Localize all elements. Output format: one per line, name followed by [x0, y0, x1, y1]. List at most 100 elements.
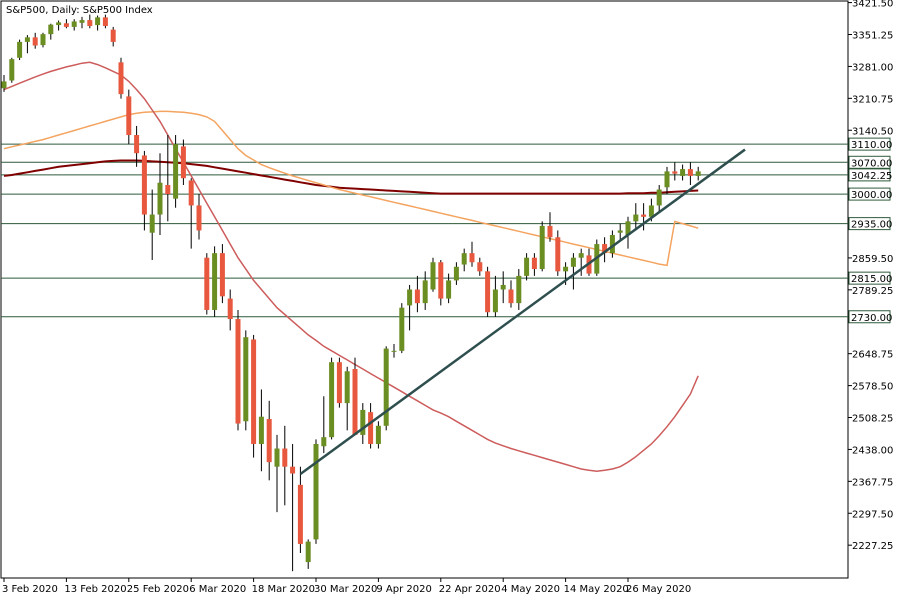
candle-body-up	[9, 59, 15, 81]
candle	[180, 139, 186, 186]
candle	[63, 19, 69, 29]
candle-body-down	[118, 62, 124, 95]
ma-mid-line	[3, 110, 699, 267]
candle	[126, 89, 132, 145]
candle	[71, 19, 77, 31]
candle-body-up	[422, 280, 428, 304]
candle-body-down	[134, 135, 140, 154]
level-label-box	[848, 310, 891, 324]
candle	[235, 309, 241, 431]
candle	[508, 280, 514, 308]
candle	[617, 223, 623, 240]
candle	[485, 266, 491, 317]
candle-body-down	[219, 253, 225, 297]
candle-body-down	[165, 185, 171, 195]
candle-body-up	[17, 41, 23, 58]
candle-body-up	[149, 214, 155, 233]
y-tick-label: 3351.25	[852, 31, 893, 42]
candle-body-up	[212, 253, 218, 310]
candle	[524, 253, 530, 281]
candle	[656, 185, 662, 213]
candle-body-up	[656, 189, 662, 206]
candle-body-up	[48, 24, 54, 35]
candle-body-down	[126, 96, 132, 136]
candle-body-down	[531, 257, 537, 270]
candle	[570, 253, 576, 290]
level-label: 3070.00	[848, 155, 892, 169]
candle	[165, 135, 171, 222]
candle-body-up	[344, 371, 350, 404]
candle-body-up	[313, 443, 319, 540]
candle	[477, 257, 483, 276]
candle-body-up	[625, 221, 631, 235]
candle-body-down	[266, 418, 272, 463]
candle	[32, 32, 38, 49]
candle-body-down	[368, 412, 374, 444]
candle	[664, 166, 670, 195]
candle-body-up	[375, 425, 381, 444]
candle-body-up	[500, 284, 506, 290]
level-label-box	[848, 217, 891, 231]
level-label: 3110.00	[848, 137, 892, 151]
trendline[interactable]	[299, 148, 746, 475]
candle	[641, 203, 647, 231]
candle	[336, 357, 342, 408]
level-label-box	[848, 187, 891, 201]
level-label: 2730.00	[848, 310, 892, 324]
candle	[149, 189, 155, 260]
candle-body-up	[329, 362, 335, 438]
candle-body-down	[188, 180, 194, 206]
candle	[219, 244, 225, 304]
y-tick-label: 2438.00	[852, 445, 893, 456]
candle	[134, 125, 140, 167]
level-label-text: 3070.00	[851, 158, 892, 169]
candle-body-up	[383, 348, 389, 426]
candle-body-down	[641, 214, 647, 217]
candle	[196, 194, 202, 240]
candle	[352, 357, 358, 435]
candle-body-down	[235, 319, 241, 424]
candle-body-up	[563, 266, 569, 272]
candles	[1, 14, 701, 572]
y-axis: 3421.50 3351.25 3281.00 3210.75 3140.50 2859.…	[848, 0, 893, 552]
candle	[1, 75, 7, 92]
level-label-text: 3110.00	[851, 140, 892, 151]
candle	[414, 275, 420, 313]
candle-body-up	[243, 337, 249, 422]
candle	[79, 16, 85, 29]
candle	[173, 135, 179, 208]
y-tick-label: 2648.75	[852, 350, 893, 361]
candle	[461, 248, 467, 272]
level-label-box	[848, 137, 891, 151]
candle	[204, 253, 210, 315]
candle	[687, 162, 693, 186]
candle-body-up	[79, 20, 85, 23]
level-label-text: 3042.25	[851, 171, 892, 182]
candle-body-up	[648, 205, 654, 217]
x-tick-label: 4 May 2020	[501, 584, 560, 595]
trendline-layer	[299, 148, 746, 475]
x-tick-label: 25 Feb 2020	[127, 584, 189, 595]
candle-body-up	[40, 34, 46, 46]
level-label: 3042.25	[848, 168, 892, 182]
candle	[407, 284, 413, 331]
candle-body-up	[173, 144, 179, 199]
candle	[329, 357, 335, 440]
candle	[290, 443, 296, 572]
level-label-text: 2730.00	[851, 313, 892, 324]
candle	[500, 271, 506, 304]
candle-body-up	[24, 37, 30, 42]
candle	[602, 237, 608, 263]
candle-body-up	[391, 350, 397, 352]
y-tick-label: 3210.75	[852, 94, 893, 105]
candle-body-up	[516, 275, 522, 304]
candle	[313, 439, 319, 544]
candle	[118, 57, 124, 99]
candle-body-up	[453, 266, 459, 281]
candle	[297, 466, 303, 554]
y-tick-label: 2367.75	[852, 477, 893, 488]
candle-body-down	[141, 155, 147, 215]
candle	[430, 257, 436, 292]
candle-body-down	[336, 362, 342, 404]
y-tick-label: 2227.25	[852, 541, 893, 552]
